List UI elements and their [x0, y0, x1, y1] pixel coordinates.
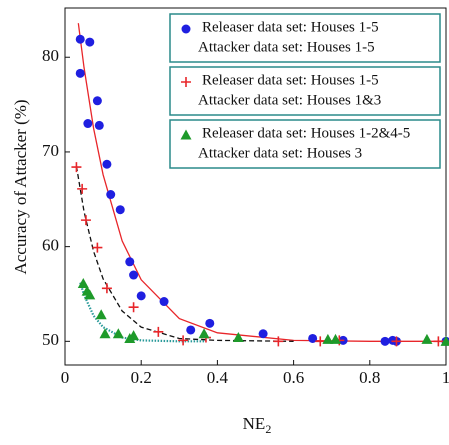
fit-curve — [75, 166, 294, 342]
point — [159, 297, 169, 307]
x-axis-label-main: NE — [243, 414, 266, 433]
point — [315, 336, 326, 347]
x-tick-label: 0.2 — [131, 368, 152, 387]
point — [85, 37, 95, 47]
legend-label: Attacker data set: Houses 3 — [198, 145, 362, 161]
point — [92, 96, 102, 106]
x-tick-label: 0.8 — [359, 368, 380, 387]
legend-box — [169, 66, 441, 116]
point — [102, 159, 112, 169]
legend-label: Releaser data set: Houses 1-5 — [202, 72, 379, 88]
x-tick-label: 0.6 — [283, 368, 304, 387]
point — [94, 120, 104, 130]
point — [330, 333, 342, 344]
point — [380, 336, 390, 346]
legend-box — [169, 119, 441, 169]
point — [99, 328, 111, 339]
legend-marker — [181, 77, 191, 87]
point — [136, 291, 146, 301]
point — [205, 318, 215, 328]
point — [106, 190, 116, 200]
point — [129, 270, 139, 280]
point — [125, 257, 135, 267]
point — [128, 302, 139, 313]
plot-frame — [64, 7, 447, 366]
point — [391, 336, 402, 347]
point — [232, 332, 244, 343]
legend: Releaser data set: Houses 1-5 Attacker da… — [169, 13, 441, 169]
point — [178, 335, 189, 346]
legend-label: Releaser data set: Houses 1-2&4-5 — [202, 125, 410, 141]
x-axis-label-subscript: 2 — [265, 422, 271, 436]
legend-box — [169, 13, 441, 63]
point — [440, 335, 449, 346]
fit-curve — [79, 282, 206, 343]
y-tick-label: 50 — [42, 330, 59, 349]
point — [75, 68, 85, 78]
point — [92, 242, 103, 253]
point — [421, 333, 433, 344]
x-tick-label: 1 — [442, 368, 449, 387]
point — [308, 333, 318, 343]
legend-label: Attacker data set: Houses 1&3 — [198, 92, 381, 108]
y-tick-label: 60 — [42, 236, 59, 255]
point — [83, 119, 93, 129]
x-tick-label: 0.4 — [207, 368, 229, 387]
point — [101, 283, 112, 294]
point — [112, 328, 124, 339]
legend-label: Releaser data set: Houses 1-5 — [202, 19, 379, 35]
legend-label: Attacker data set: Houses 1-5 — [198, 39, 375, 55]
y-axis-label: Accuracy of Attacker (%) — [11, 99, 30, 274]
legend-marker — [181, 24, 191, 34]
point — [153, 326, 164, 337]
point — [258, 329, 268, 339]
point — [95, 309, 107, 320]
x-axis-label: NE2 — [243, 414, 272, 436]
y-tick-label: 80 — [42, 46, 59, 65]
point — [433, 336, 444, 347]
point — [71, 162, 82, 173]
point — [198, 328, 210, 339]
point — [322, 333, 334, 344]
y-tick-label: 70 — [42, 141, 59, 160]
point — [75, 34, 85, 44]
point — [115, 205, 125, 215]
point — [77, 278, 89, 289]
point — [186, 325, 196, 335]
legend-marker — [180, 129, 192, 140]
point — [80, 215, 91, 226]
point — [77, 183, 88, 194]
point — [128, 330, 140, 341]
point — [84, 289, 96, 300]
point — [273, 336, 284, 347]
x-tick-label: 0 — [61, 368, 70, 387]
